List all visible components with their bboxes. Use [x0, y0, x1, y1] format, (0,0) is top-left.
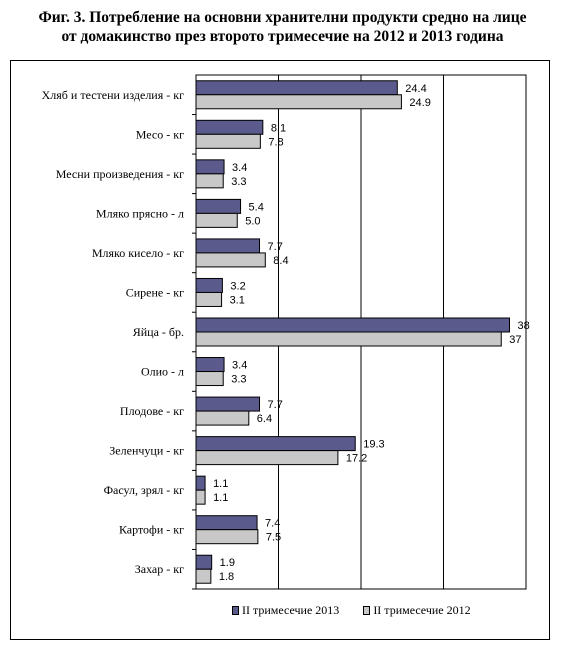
bar-2012-11	[195, 489, 206, 505]
data-label-2013-11: 1.1	[213, 478, 228, 490]
data-label-2012-8: 3.3	[231, 374, 246, 386]
category-label-12: Картофи - кг	[119, 523, 184, 537]
data-label-2012-2: 7.8	[268, 136, 283, 148]
legend-label-2013: II тримесечие 2013	[242, 603, 340, 617]
data-label-2012-11: 1.1	[213, 492, 228, 504]
bar-2013-6	[195, 277, 223, 293]
chart-title-line-1: Фиг. 3. Потребление на основни хранителн…	[38, 9, 527, 26]
bar-2012-12	[195, 529, 259, 545]
data-label-2012-7: 37	[509, 334, 521, 346]
category-label-11: Фасул, зрял - кг	[104, 483, 185, 497]
chart-frame: Хляб и тестени изделия - кг 24.4 24.9 Месо …	[10, 60, 550, 640]
bar-2012-8	[195, 371, 224, 387]
data-label-2013-4: 5.4	[249, 201, 264, 213]
category-label-10: Зеленчуци - кг	[109, 444, 184, 458]
category-label-5: Мляко кисело - кг	[92, 246, 184, 260]
bar-2013-7	[195, 317, 510, 333]
chart-title-line-2: от домакинство през второто тримесечие н…	[61, 28, 504, 45]
category-label-1: Хляб и тестени изделия - кг	[42, 88, 184, 102]
data-label-2012-5: 8.4	[273, 255, 288, 267]
data-label-2012-12: 7.5	[266, 532, 281, 544]
data-label-2012-13: 1.8	[219, 571, 234, 583]
category-label-7: Яйца - бр.	[133, 325, 184, 339]
legend-swatch-2013	[232, 606, 239, 615]
bar-2012-6	[195, 291, 223, 307]
bar-2013-13	[195, 554, 213, 570]
data-label-2012-3: 3.3	[231, 176, 246, 188]
data-label-2012-10: 17.2	[346, 453, 367, 465]
data-label-2012-1: 24.9	[409, 97, 430, 109]
data-label-2012-9: 6.4	[257, 413, 272, 425]
category-label-8: Олио - л	[141, 365, 184, 379]
bar-2012-5	[195, 252, 266, 268]
data-label-2013-7: 38	[518, 320, 530, 332]
bar-chart: Хляб и тестени изделия - кг 24.4 24.9 Месо …	[42, 74, 530, 590]
legend-label-2012: II тримесечие 2012	[373, 603, 471, 617]
category-label-6: Сирене - кг	[126, 285, 184, 299]
data-label-2013-5: 7.7	[268, 241, 283, 253]
bar-2012-10	[195, 450, 339, 466]
data-label-2012-6: 3.1	[230, 294, 245, 306]
data-label-2013-6: 3.2	[230, 280, 245, 292]
data-label-2013-2: 8.1	[271, 122, 286, 134]
chart-title: Фиг. 3. Потребление на основни хранителн…	[0, 8, 565, 46]
bar-2013-10	[195, 436, 356, 452]
data-label-2013-1: 24.4	[405, 83, 426, 95]
legend-item-2012: II тримесечие 2012	[363, 603, 471, 618]
bar-2013-9	[195, 396, 261, 412]
bar-2013-2	[195, 119, 264, 135]
bar-2013-5	[195, 238, 261, 254]
bar-2012-3	[195, 173, 224, 189]
data-label-2013-10: 19.3	[363, 439, 384, 451]
bar-2012-13	[195, 568, 212, 584]
bar-2013-3	[195, 159, 225, 175]
bar-2013-8	[195, 357, 225, 373]
bar-2013-1	[195, 80, 398, 96]
legend-swatch-2012	[363, 606, 371, 615]
category-label-4: Мляко прясно - л	[96, 206, 184, 220]
category-label-13: Захар - кг	[135, 562, 184, 576]
data-label-2013-9: 7.7	[268, 399, 283, 411]
category-label-2: Месо - кг	[136, 127, 184, 141]
bar-2013-12	[195, 515, 258, 531]
bar-2012-7	[195, 331, 502, 347]
data-label-2013-8: 3.4	[232, 360, 247, 372]
data-label-2012-4: 5.0	[245, 215, 260, 227]
bar-2013-11	[195, 475, 206, 491]
bar-2012-4	[195, 212, 238, 228]
category-label-3: Месни произведения - кг	[56, 167, 184, 181]
data-label-2013-12: 7.4	[265, 518, 280, 530]
category-label-9: Плодове - кг	[120, 404, 184, 418]
data-label-2013-3: 3.4	[232, 162, 247, 174]
legend: II тримесечие 2013 II тримесечие 2012	[232, 603, 471, 618]
bar-2012-9	[195, 410, 250, 426]
legend-item-2013: II тримесечие 2013	[232, 603, 339, 618]
bar-2012-2	[195, 133, 261, 149]
bar-2012-1	[195, 94, 402, 110]
bar-2013-4	[195, 198, 242, 214]
data-label-2013-13: 1.9	[220, 557, 235, 569]
